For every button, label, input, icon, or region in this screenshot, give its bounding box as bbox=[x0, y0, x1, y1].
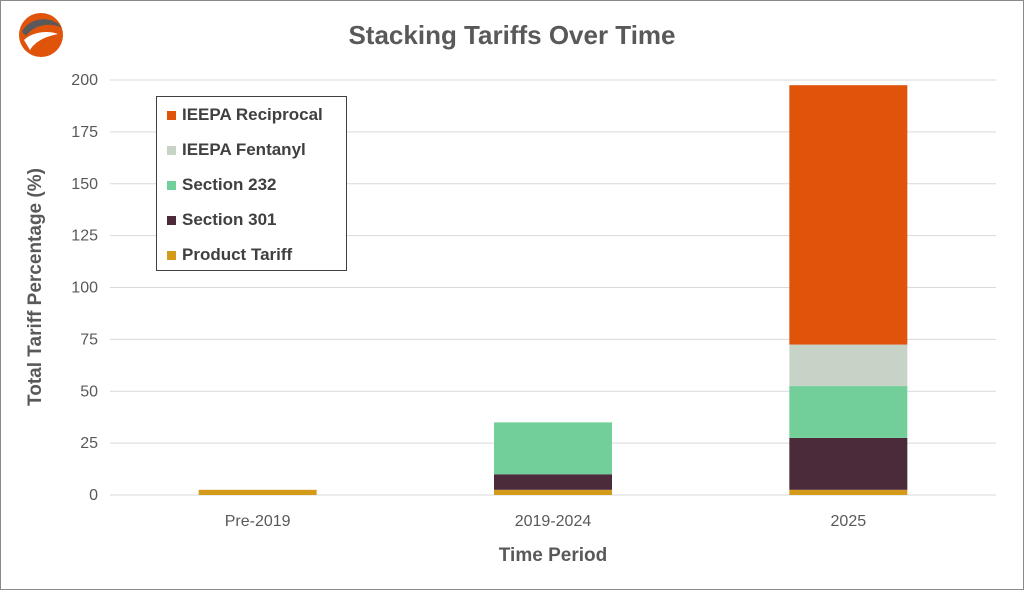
bar-segment-product-tariff bbox=[494, 489, 612, 495]
legend-swatch bbox=[167, 145, 176, 155]
legend-item: Product Tariff bbox=[167, 245, 292, 265]
legend-swatch bbox=[167, 110, 176, 120]
legend-label: IEEPA Reciprocal bbox=[182, 105, 323, 124]
bar-segment-product-tariff bbox=[198, 489, 317, 495]
y-tick-label: 150 bbox=[71, 176, 98, 193]
legend-label: Section 232 bbox=[182, 175, 277, 194]
legend-item: Section 232 bbox=[167, 175, 277, 195]
x-axis-label: Time Period bbox=[498, 545, 608, 566]
legend-swatch bbox=[167, 215, 176, 225]
y-tick-label: 75 bbox=[80, 331, 98, 348]
x-tick-label: 2019-2024 bbox=[515, 513, 592, 530]
bar-segment-section-232 bbox=[789, 386, 908, 438]
legend-swatch bbox=[167, 180, 176, 190]
bar-segment-section-301 bbox=[789, 437, 908, 490]
legend-swatch bbox=[167, 250, 176, 260]
legend-item: IEEPA Fentanyl bbox=[167, 140, 306, 160]
x-tick-label: Pre-2019 bbox=[225, 513, 291, 530]
y-tick-label: 100 bbox=[71, 280, 98, 297]
bar-segment-section-232 bbox=[494, 422, 612, 475]
y-tick-label: 200 bbox=[71, 72, 98, 89]
y-tick-label: 0 bbox=[89, 487, 98, 504]
y-tick-label: 125 bbox=[71, 228, 98, 245]
legend-label: Section 301 bbox=[182, 210, 277, 229]
chart-title: Stacking Tariffs Over Time bbox=[348, 20, 676, 50]
legend-label: Product Tariff bbox=[182, 245, 293, 264]
legend-item: Section 301 bbox=[167, 210, 277, 230]
legend-label: IEEPA Fentanyl bbox=[182, 140, 306, 159]
legend-item: IEEPA Reciprocal bbox=[167, 105, 323, 125]
bar-segment-section-301 bbox=[494, 474, 612, 490]
bar-segment-ieepa-reciprocal bbox=[789, 85, 908, 345]
bar-segment-ieepa-fentanyl bbox=[789, 344, 908, 387]
swoosh-logo-icon bbox=[19, 13, 63, 57]
y-tick-label: 25 bbox=[80, 435, 98, 452]
y-tick-label: 175 bbox=[71, 124, 98, 141]
legend: IEEPA Reciprocal IEEPA Fentanyl Section 23… bbox=[156, 96, 347, 271]
bar-segment-product-tariff bbox=[789, 489, 908, 495]
y-tick-label: 50 bbox=[80, 383, 98, 400]
x-tick-label: 2025 bbox=[831, 513, 867, 530]
